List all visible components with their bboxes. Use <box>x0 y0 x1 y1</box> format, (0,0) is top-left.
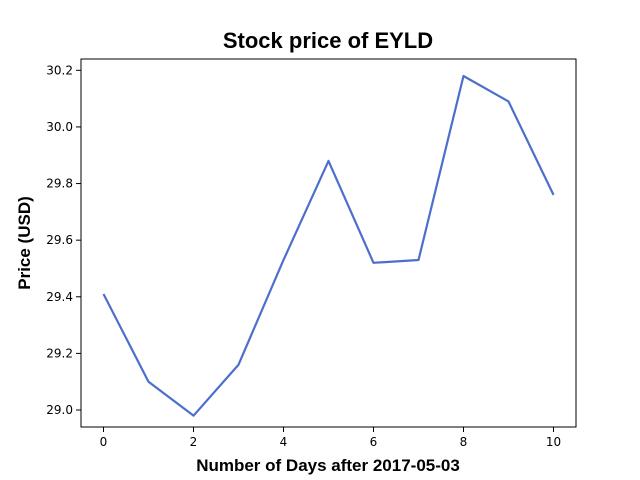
plot-area: 0 2 4 6 8 10 29.0 29.2 29.4 29.6 29.8 30.0 30.2 <box>46 58 577 449</box>
x-tick-label: 0 <box>100 435 108 449</box>
x-axis-label: Number of Days after 2017-05-03 <box>196 456 460 475</box>
x-tick-label: 10 <box>546 435 561 449</box>
y-tick-label: 29.2 <box>46 346 73 360</box>
x-tick-label: 4 <box>280 435 288 449</box>
series-line-0 <box>102 74 555 417</box>
y-tick-label: 29.8 <box>46 177 73 191</box>
plot-frame <box>80 58 577 428</box>
y-tick-label: 30.2 <box>46 63 73 77</box>
x-tick-label: 8 <box>460 435 468 449</box>
y-tick-label: 29.6 <box>46 233 73 247</box>
chart-title: Stock price of EYLD <box>223 28 433 53</box>
x-tick-label: 2 <box>190 435 198 449</box>
y-tick-label: 29.4 <box>46 290 73 304</box>
y-axis-label: Price (USD) <box>15 196 34 290</box>
y-tick-label: 30.0 <box>46 120 73 134</box>
x-tick-label: 6 <box>370 435 378 449</box>
y-tick-label: 29.0 <box>46 403 73 417</box>
